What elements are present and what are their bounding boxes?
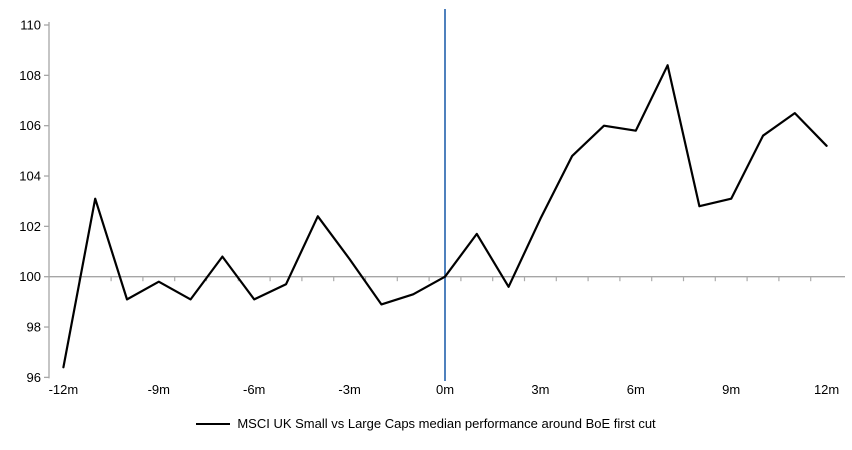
x-axis-label: -12m <box>49 382 79 397</box>
y-axis-label: 98 <box>27 320 41 335</box>
y-axis-label: 108 <box>19 68 41 83</box>
y-axis-label: 102 <box>19 219 41 234</box>
x-axis-label: 6m <box>627 382 645 397</box>
y-axis-label: 110 <box>20 18 41 33</box>
y-axis-label: 96 <box>27 370 41 385</box>
x-axis-label: -3m <box>338 382 360 397</box>
x-axis-label: 9m <box>722 382 740 397</box>
legend-label: MSCI UK Small vs Large Caps median perfo… <box>237 416 656 431</box>
y-axis-label: 106 <box>19 118 41 133</box>
series-line <box>62 64 828 369</box>
x-axis-label: -9m <box>148 382 170 397</box>
x-axis-label: 3m <box>531 382 549 397</box>
x-axis-label: 12m <box>814 382 839 397</box>
legend-line-swatch <box>196 422 231 425</box>
x-axis-label: 0m <box>436 382 454 397</box>
y-axis-label: 104 <box>19 169 41 184</box>
y-axis-label: 100 <box>19 269 41 284</box>
x-axis-label: -6m <box>243 382 265 397</box>
legend: MSCI UK Small vs Large Caps median perfo… <box>0 416 852 431</box>
